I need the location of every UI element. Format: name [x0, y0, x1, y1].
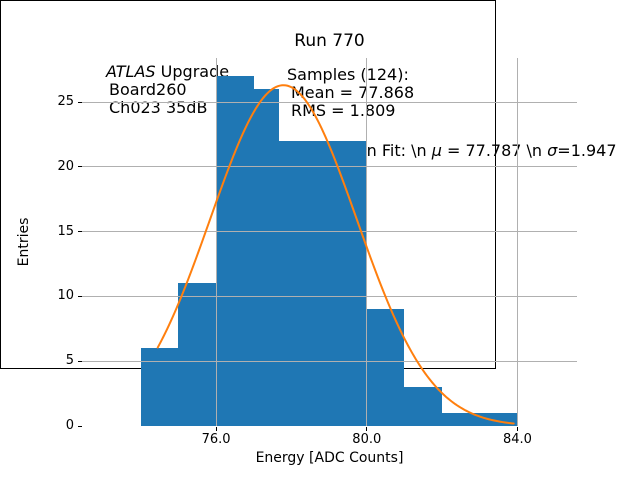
detector-line2: Board260 [109, 80, 187, 99]
stats-samples: Samples (124): [287, 65, 409, 84]
y-tick [78, 360, 82, 362]
y-tick-label: 0 [65, 418, 74, 433]
detector-line3: Ch023 35dB [109, 98, 208, 117]
gridline [82, 101, 577, 103]
x-tick [366, 427, 368, 431]
detector-annotation: ATLAS Upgrade Board260 Ch023 35dB [106, 63, 229, 117]
gaussian-curve-line [156, 84, 515, 425]
stats-rms: RMS = 1.809 [291, 101, 396, 120]
y-tick [78, 166, 82, 168]
legend-sigma-symbol: σ [547, 141, 558, 160]
y-tick [78, 231, 82, 233]
x-tick-label: 76.0 [201, 432, 231, 447]
gridline [516, 58, 518, 426]
stats-annotation: Samples (124): Mean = 77.868 RMS = 1.809 [287, 66, 414, 120]
y-axis-label: Entries [16, 217, 32, 267]
y-tick-label: 25 [57, 94, 74, 110]
legend-sigma-value: =1.947 [557, 141, 617, 160]
y-tick [78, 425, 82, 427]
x-axis-label: Energy [ADC Counts] [255, 450, 404, 466]
chart-title: Run 770 [294, 31, 365, 51]
gridline [82, 231, 577, 233]
x-tick-label: 84.0 [502, 432, 532, 447]
y-tick-label: 10 [57, 288, 74, 304]
gaussian-curve [156, 84, 515, 425]
x-tick [516, 427, 518, 431]
y-tick-label: 15 [57, 223, 74, 239]
gridline [82, 360, 577, 362]
histogram-bar [366, 309, 405, 426]
x-tick [215, 427, 217, 431]
gridline [82, 295, 577, 297]
y-tick [78, 295, 82, 297]
detector-line1: ATLAS Upgrade [106, 63, 229, 81]
gridline [366, 58, 368, 426]
y-tick-label: 5 [65, 353, 74, 369]
x-tick-label: 80.0 [352, 432, 382, 447]
y-tick-label: 20 [57, 158, 74, 174]
legend-mu-value: = 77.787 \n [441, 141, 548, 160]
histogram-bar [216, 76, 254, 426]
legend-mu-symbol: μ [431, 141, 442, 160]
histogram-bar [279, 140, 367, 426]
gridline [82, 166, 577, 168]
histogram-bar [178, 283, 217, 426]
histogram-bar [404, 387, 443, 426]
y-tick [78, 101, 82, 103]
histogram-bar [442, 413, 518, 426]
gridline [215, 58, 217, 426]
histogram-bar [253, 89, 280, 426]
stats-mean: Mean = 77.868 [291, 83, 415, 102]
detector-line1-rest: Upgrade [155, 62, 230, 81]
detector-brand: ATLAS [106, 62, 156, 81]
